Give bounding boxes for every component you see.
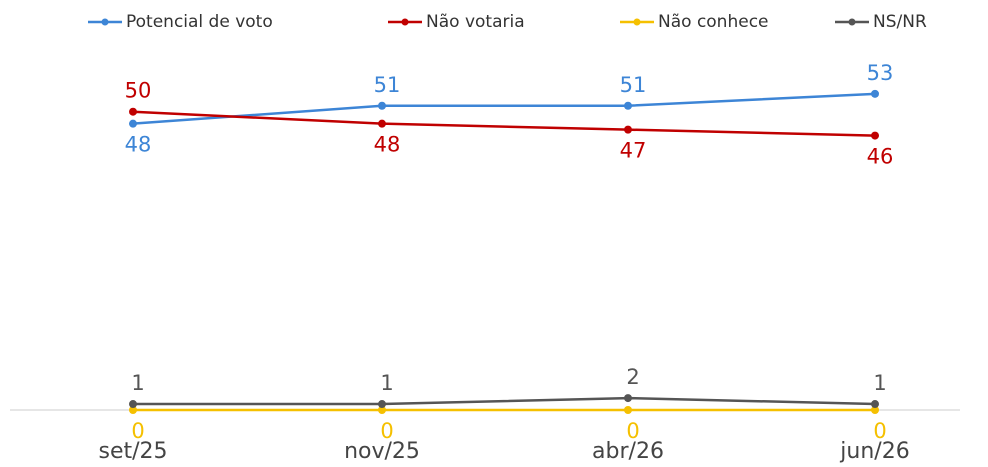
data-point [624,406,632,414]
data-label: 0 [131,419,144,443]
x-tick-label: set/25 [98,439,167,464]
data-label: 1 [380,371,393,395]
data-label: 50 [125,79,152,103]
data-point [871,400,879,409]
data-point [378,119,386,128]
data-point [871,406,879,414]
x-tick-label: abr/26 [592,439,664,464]
data-label: 1 [131,371,144,395]
x-tick-label: nov/25 [344,439,420,464]
data-label: 0 [380,419,393,443]
data-point [129,107,137,116]
data-label: 46 [867,145,894,169]
data-point [378,101,386,110]
series-line [133,396,876,406]
data-label: 51 [374,73,401,97]
legend-label: Potencial de voto [126,12,273,32]
data-point [624,101,632,110]
legend-label: Não votaria [426,12,525,32]
data-point [378,400,386,409]
data-label: 1 [873,371,886,395]
data-label: 48 [125,133,152,157]
data-label: 0 [626,419,639,443]
data-label: 2 [626,365,639,389]
x-tick-label: jun/26 [839,439,909,464]
data-point [129,406,137,414]
data-label: 53 [867,61,894,85]
data-label: 47 [620,139,647,163]
data-point [129,400,137,409]
data-label: 48 [374,133,401,157]
data-label: 0 [873,419,886,443]
data-label: 51 [620,73,647,97]
legend-dot [633,18,641,26]
data-point [624,125,632,134]
data-point [871,89,879,98]
legend-dot [848,18,856,26]
data-point [871,131,879,140]
legend-dot [101,18,109,26]
data-point [378,406,386,414]
series-line [132,92,876,125]
data-point [624,394,632,403]
legend-label: Não conhece [658,12,769,32]
legend-dot [401,18,409,26]
legend-label: NS/NR [873,12,927,32]
data-point [129,119,137,128]
series-line [132,110,876,137]
